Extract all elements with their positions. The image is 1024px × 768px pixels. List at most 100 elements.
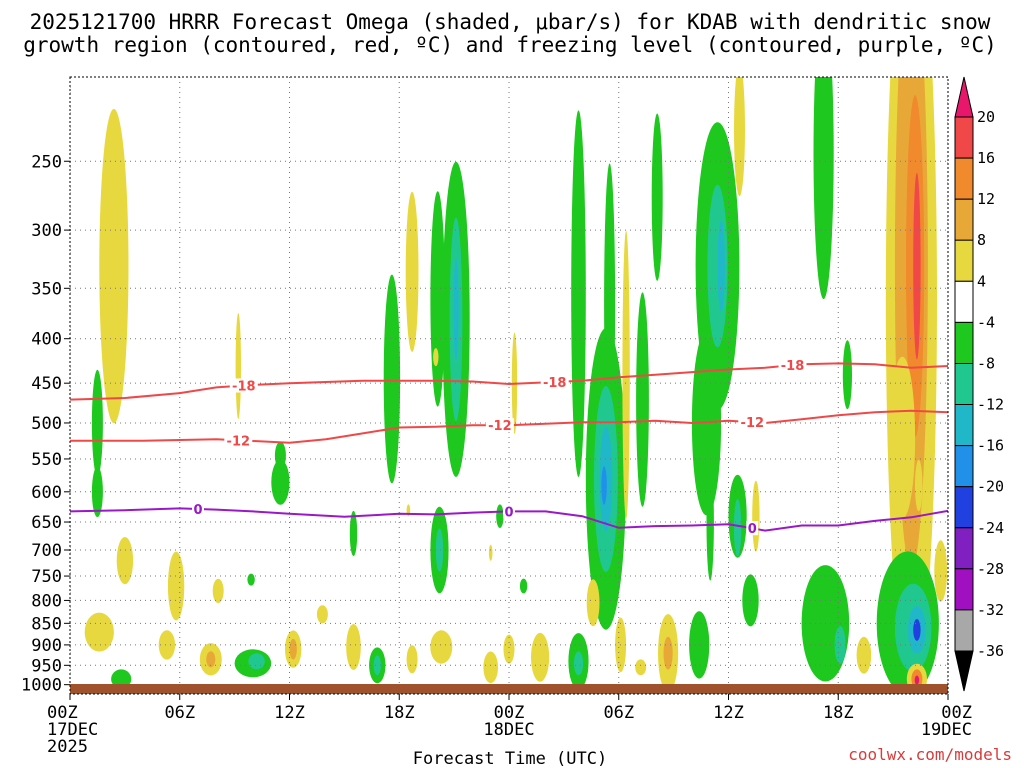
omega-cell (99, 108, 129, 424)
contour-label-background (485, 418, 514, 433)
omega-cell (689, 611, 710, 679)
colorbar-swatch (954, 363, 974, 406)
contour-label: 0 (193, 503, 202, 518)
temp-contour-minus18 (70, 362, 948, 401)
colorbar-label: -24 (977, 519, 1004, 537)
omega-cell (383, 274, 401, 484)
omega-cell (663, 636, 673, 670)
contour-label: -18 (543, 376, 567, 391)
colorbar-swatch (954, 404, 974, 447)
omega-cell (842, 340, 853, 410)
y-tick-label: 550 (31, 450, 62, 470)
colorbar-label: -20 (977, 478, 1004, 496)
omega-cell (813, 77, 834, 300)
omega-cell (91, 369, 103, 477)
omega-cell (651, 113, 663, 281)
colorbar-swatch (954, 239, 974, 282)
y-tick-label: 950 (31, 656, 62, 676)
omega-cell (430, 630, 453, 664)
colorbar-label: -12 (977, 396, 1004, 414)
colorbar-label: 16 (977, 149, 995, 167)
chart-title-line-2: growth region (contoured, red, ºC) and f… (23, 33, 997, 57)
ground-surface-bar (70, 684, 948, 694)
omega-cell (622, 230, 630, 519)
omega-cell (91, 466, 103, 517)
colorbar-label: -28 (977, 560, 1004, 578)
x-tick-label: 18Z (384, 703, 415, 723)
omega-cell (635, 659, 647, 676)
x-tick-label: 12Z (274, 703, 305, 723)
colorbar-label: -32 (977, 601, 1004, 619)
colorbar-swatch (954, 568, 974, 611)
y-tick-label: 450 (31, 374, 62, 394)
contour-label-background (778, 358, 807, 373)
x-axis-label: Forecast Time (UTC) (413, 749, 607, 768)
omega-cell (235, 313, 241, 419)
temp-contour-minus12 (70, 409, 948, 444)
colorbar-label: -8 (977, 355, 995, 373)
omega-cell (914, 675, 920, 685)
omega-cell (601, 466, 607, 505)
omega-cell (915, 459, 923, 512)
omega-cell (289, 638, 297, 660)
y-tick-label: 600 (31, 483, 62, 503)
omega-cell (483, 651, 499, 684)
colorbar-bottom-arrow (954, 650, 974, 692)
y-tick-label: 700 (31, 541, 62, 561)
colorbar-label: 4 (977, 272, 986, 290)
y-tick-label: 650 (31, 513, 62, 533)
omega-cell (158, 630, 176, 660)
y-tick-label: 850 (31, 614, 62, 634)
omega-cell (586, 579, 600, 627)
x-tick-label: 19DEC (921, 720, 972, 740)
omega-cell (84, 612, 114, 652)
omega-cell (435, 528, 444, 572)
contour-label: 0 (504, 505, 513, 520)
contour-label-background (503, 504, 515, 519)
contour-label-background (738, 415, 767, 430)
omega-cell (488, 544, 493, 561)
contour-label-background (224, 433, 253, 448)
omega-cell (346, 624, 361, 670)
x-tick-label: 12Z (713, 703, 744, 723)
colorbar-label: -16 (977, 437, 1004, 455)
omega-cell (717, 220, 725, 313)
omega-cell (206, 651, 216, 668)
colorbar-top-arrow (954, 76, 974, 118)
contour-label: -12 (227, 434, 251, 449)
contour-label-background (229, 378, 258, 393)
contour-label: -12 (488, 419, 512, 434)
omega-cell (116, 537, 134, 585)
omega-cell (733, 499, 742, 557)
plot-area: -18 -18 -18 -12 -12 -12 0 0 0 (70, 77, 948, 694)
x-tick-label: 18Z (823, 703, 854, 723)
chart-title-line-1: 2025121700 HRRR Forecast Omega (shaded, … (30, 10, 991, 34)
omega-cell (316, 605, 328, 624)
contour-label: -18 (232, 380, 256, 395)
omega-cell (503, 634, 515, 664)
colorbar-label: 20 (977, 108, 995, 126)
contour-label-background (746, 521, 759, 536)
omega-cell (496, 504, 504, 528)
y-tick-label: 750 (31, 567, 62, 587)
omega-cell (573, 651, 584, 676)
y-axis-pressure: 2503003504004505005506006507007508008509… (21, 152, 70, 696)
omega-cell (406, 645, 418, 674)
omega-cell (274, 441, 286, 470)
colorbar-swatch (954, 321, 974, 364)
colorbar-label: -4 (977, 313, 995, 331)
colorbar-swatch (954, 445, 974, 488)
x-tick-label: 06Z (603, 703, 634, 723)
omega-cell (636, 292, 649, 507)
omega-cell (856, 636, 872, 674)
freezing-level-contour (70, 507, 948, 532)
x-tick-label: 00Z (47, 703, 78, 723)
y-tick-label: 500 (31, 414, 62, 434)
omega-cell (571, 110, 586, 477)
omega-cell (373, 655, 381, 676)
colorbar-swatch (954, 280, 974, 323)
omega-cell (212, 578, 224, 604)
x-tick-label: 00Z (494, 703, 525, 723)
